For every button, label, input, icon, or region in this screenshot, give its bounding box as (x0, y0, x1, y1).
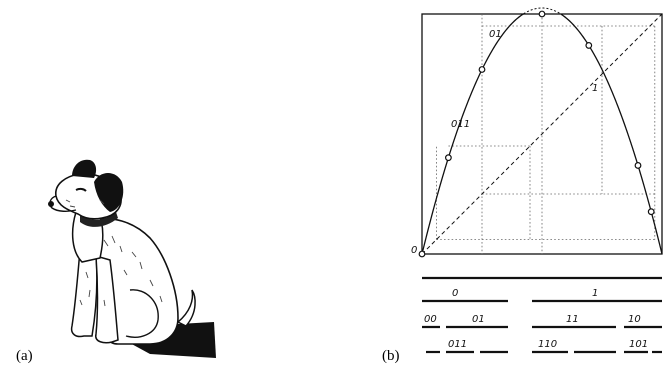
orbit-point-6 (647, 208, 655, 216)
identity-diagonal (421, 13, 663, 255)
point-label-1: 1 (592, 83, 598, 94)
dog-ear (94, 173, 124, 212)
dog-illustration (48, 159, 216, 358)
dog-fur-strokes (65, 199, 163, 307)
dog-eye (75, 187, 87, 192)
dog-top-ear (72, 159, 97, 178)
partition-label-1: 1 (592, 288, 598, 299)
point-label-01: 01 (489, 29, 502, 40)
orbit-point-4 (585, 42, 593, 49)
partition-label-110: 110 (538, 339, 557, 350)
partition-label-0: 0 (452, 288, 458, 299)
partition-label-011: 011 (448, 339, 467, 350)
dog-front-leg-back (70, 249, 98, 338)
orbit-point-3 (538, 10, 546, 18)
partition-label-10: 10 (628, 314, 641, 325)
orbit-point-5 (634, 162, 642, 169)
dog-nose (48, 201, 54, 207)
map-curve-cap (523, 7, 561, 15)
dotted-guide-lines (435, 14, 656, 254)
dog-collar (80, 212, 118, 227)
dog-haunch (125, 289, 159, 338)
dog-front-leg (95, 254, 119, 344)
partition-label-00: 00 (424, 314, 437, 325)
panel-a-label: (a) (16, 348, 33, 364)
point-label-0: 0 (411, 245, 417, 256)
orbit-point-1 (445, 154, 452, 162)
dog-tail (176, 289, 196, 327)
panel-b-label: (b) (382, 348, 400, 364)
orbit-point-2 (478, 66, 486, 73)
map-plot (418, 7, 663, 258)
ground-shadow (128, 322, 216, 358)
partition-label-11: 11 (566, 314, 579, 325)
partition-label-01: 01 (472, 314, 485, 325)
partition-bars (422, 276, 662, 354)
map-curve (421, 13, 663, 255)
point-label-011: 011 (451, 119, 470, 130)
orbit-points (418, 10, 655, 258)
dog-muzzle (49, 195, 77, 213)
partition-label-101: 101 (629, 339, 648, 350)
orbit-point-0 (418, 250, 426, 258)
